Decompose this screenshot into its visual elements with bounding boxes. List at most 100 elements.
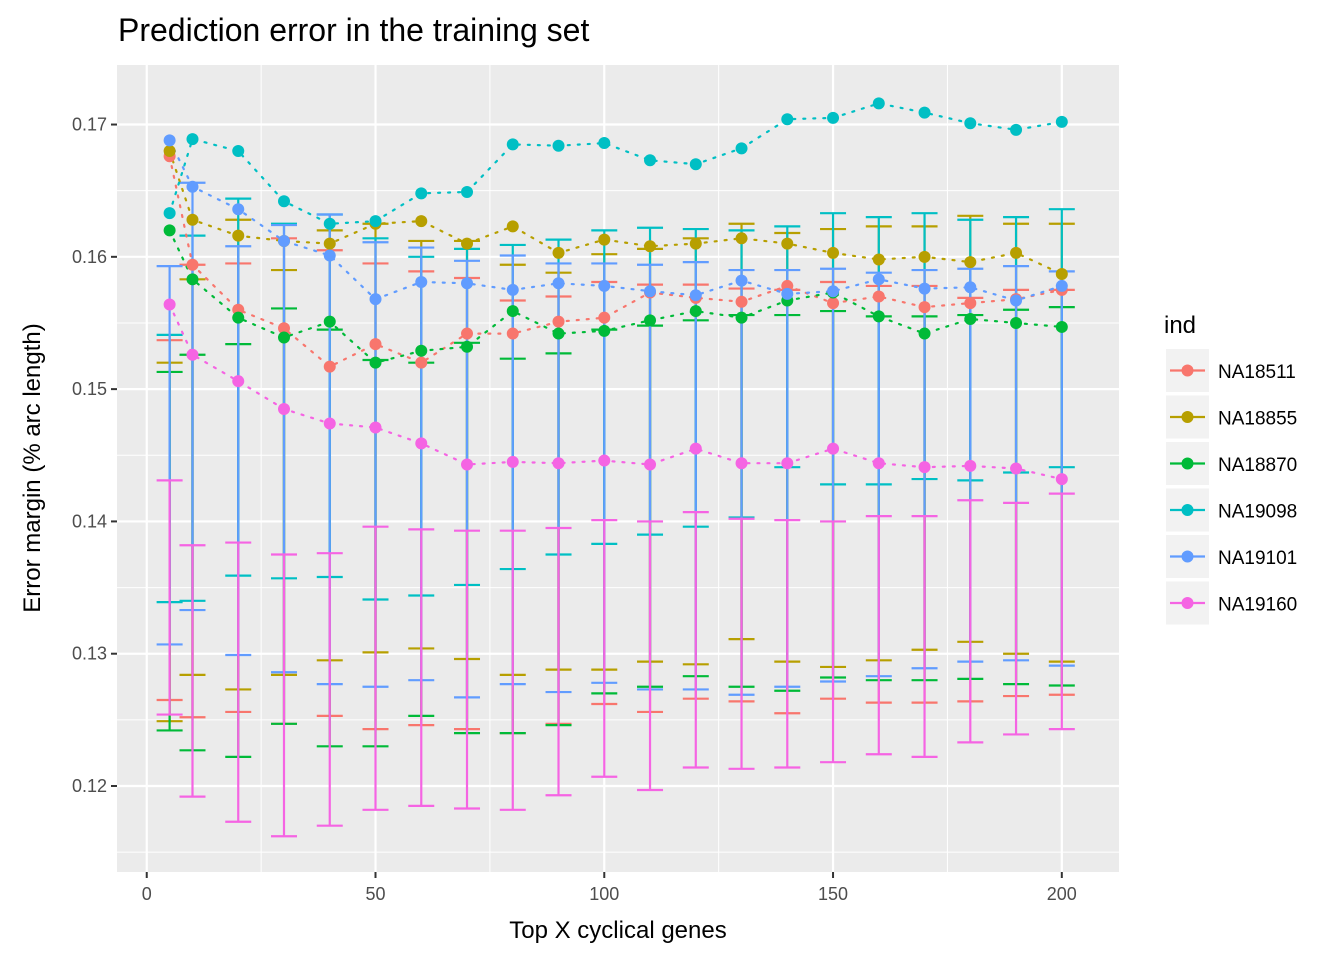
data-point-NA18870 xyxy=(506,305,519,318)
data-point-NA18511 xyxy=(278,322,290,335)
legend-label: NA18855 xyxy=(1218,409,1297,430)
data-point-NA19101 xyxy=(735,274,748,287)
data-point-NA19160 xyxy=(461,458,474,471)
data-point-NA19101 xyxy=(461,277,474,290)
data-point-NA18855 xyxy=(163,144,176,157)
y-axis: 0.12 0.13 0.14 0.15 0.16 0.17 xyxy=(72,115,117,796)
x-axis: 0 50 100 150 200 xyxy=(142,872,1077,904)
legend-point-icon xyxy=(1181,550,1194,563)
data-point-NA18855 xyxy=(689,237,702,250)
data-point-NA19098 xyxy=(827,111,840,124)
data-point-NA19098 xyxy=(461,186,474,199)
y-tick-label: 0.17 xyxy=(72,115,107,135)
data-point-NA19098 xyxy=(163,207,176,220)
series-line-NA19098 xyxy=(168,102,1063,225)
y-axis-title: Error margin (% arc length) xyxy=(19,323,46,612)
data-point-NA19098 xyxy=(644,154,657,167)
x-tick-label: 150 xyxy=(818,884,848,904)
data-point-NA18870 xyxy=(323,315,336,328)
data-point-NA19160 xyxy=(735,457,748,470)
data-point-NA18855 xyxy=(1055,268,1068,281)
data-point-NA19101 xyxy=(506,283,519,296)
legend-item-NA18855: NA18855 xyxy=(1166,395,1297,439)
data-point-NA19101 xyxy=(552,277,565,290)
data-point-NA18870 xyxy=(163,224,176,237)
legend-label: NA19098 xyxy=(1218,502,1297,523)
legend-label: NA18870 xyxy=(1218,455,1297,476)
legend-item-NA19101: NA19101 xyxy=(1166,535,1297,578)
legend-label: NA19101 xyxy=(1218,548,1297,569)
data-point-NA18870 xyxy=(369,356,382,369)
data-point-NA18855 xyxy=(552,246,565,259)
data-point-NA18511 xyxy=(506,327,519,340)
legend-point-icon xyxy=(1181,504,1194,516)
data-point-NA18511 xyxy=(827,297,840,310)
x-tick-label: 200 xyxy=(1047,884,1077,904)
data-point-NA18855 xyxy=(644,240,657,253)
data-point-NA18870 xyxy=(278,331,290,344)
data-point-NA19101 xyxy=(369,293,382,306)
legend-point-icon xyxy=(1181,457,1194,470)
data-point-NA18870 xyxy=(186,273,199,286)
data-point-NA19101 xyxy=(872,273,885,286)
data-point-NA18870 xyxy=(232,311,245,324)
data-point-NA18870 xyxy=(644,314,657,327)
data-point-NA18855 xyxy=(918,250,931,263)
data-point-NA18855 xyxy=(964,256,977,269)
legend-label: NA18511 xyxy=(1218,362,1296,383)
data-point-NA19101 xyxy=(964,281,977,294)
data-point-NA19101 xyxy=(323,249,336,262)
data-point-NA19160 xyxy=(415,437,428,450)
data-point-NA19160 xyxy=(1055,473,1068,486)
data-point-NA19160 xyxy=(827,442,840,455)
legend-point-icon xyxy=(1181,597,1194,609)
legend-item-NA18870: NA18870 xyxy=(1166,442,1297,485)
data-point-NA18511 xyxy=(598,311,611,324)
data-point-NA19101 xyxy=(232,203,245,216)
legend-label: NA19160 xyxy=(1218,595,1297,616)
data-point-NA18511 xyxy=(369,338,382,351)
legend-item-NA19160: NA19160 xyxy=(1166,581,1297,625)
data-point-NA19160 xyxy=(186,348,199,361)
x-tick-label: 50 xyxy=(365,884,385,904)
data-point-NA19160 xyxy=(598,454,611,467)
data-point-NA18870 xyxy=(1055,320,1068,333)
data-point-NA19098 xyxy=(964,117,977,130)
data-point-NA18511 xyxy=(323,360,336,373)
data-point-NA18855 xyxy=(827,246,840,259)
data-point-NA18511 xyxy=(552,315,565,328)
y-tick-label: 0.14 xyxy=(72,511,107,531)
data-point-NA19160 xyxy=(644,458,657,471)
data-point-NA18855 xyxy=(1010,246,1023,259)
data-point-NA18511 xyxy=(918,301,931,314)
data-point-NA19160 xyxy=(689,442,702,455)
data-point-NA18870 xyxy=(689,305,702,318)
data-point-NA19101 xyxy=(689,289,702,302)
y-tick-label: 0.12 xyxy=(72,776,107,796)
legend-item-NA19098: NA19098 xyxy=(1166,488,1297,532)
data-point-NA19098 xyxy=(1055,115,1068,128)
data-point-NA19101 xyxy=(918,282,931,295)
data-point-NA19160 xyxy=(278,402,290,415)
data-point-NA19101 xyxy=(1010,294,1023,307)
data-point-NA19098 xyxy=(278,195,290,208)
data-point-NA19098 xyxy=(781,113,794,126)
data-point-NA19101 xyxy=(598,279,611,292)
data-point-NA19101 xyxy=(415,275,428,288)
data-point-NA18511 xyxy=(186,258,199,271)
data-point-NA19101 xyxy=(781,287,794,300)
data-point-NA18511 xyxy=(872,290,885,303)
data-point-NA18870 xyxy=(461,340,474,353)
data-point-NA18855 xyxy=(415,215,428,228)
y-tick-label: 0.15 xyxy=(72,379,107,399)
data-point-NA19160 xyxy=(918,461,931,474)
data-point-NA18870 xyxy=(598,324,611,337)
data-point-NA18870 xyxy=(872,310,885,323)
x-tick-label: 100 xyxy=(589,884,619,904)
data-point-NA18855 xyxy=(461,237,474,250)
data-point-NA19098 xyxy=(1010,123,1023,136)
legend-point-icon xyxy=(1181,364,1194,377)
data-point-NA19098 xyxy=(415,187,428,200)
legend: ind NA18511 NA18855 NA18870 NA19098 NA19101 N… xyxy=(1164,312,1297,625)
data-point-NA19098 xyxy=(918,106,931,119)
